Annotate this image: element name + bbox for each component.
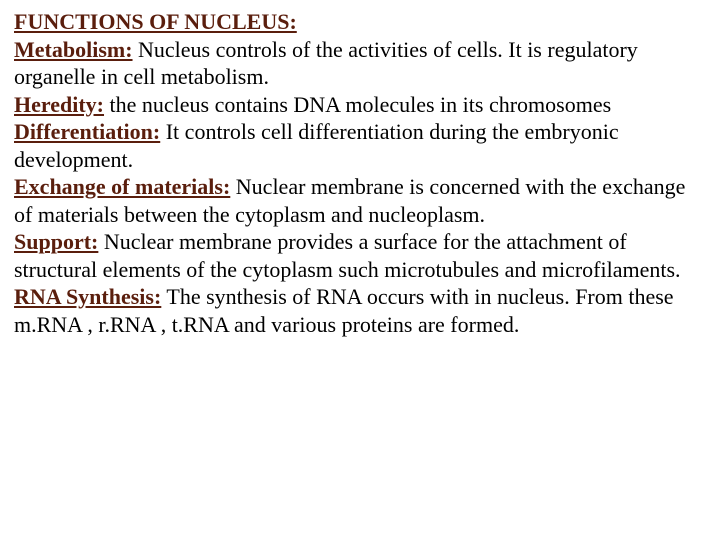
item-heredity: Heredity: the nucleus contains DNA molec… [14,91,706,119]
item-rna-synthesis: RNA Synthesis: The synthesis of RNA occu… [14,283,706,338]
page-title: FUNCTIONS OF NUCLEUS: [14,9,297,34]
item-differentiation: Differentiation: It controls cell differ… [14,118,706,173]
item-text: the nucleus contains DNA molecules in it… [104,92,611,117]
item-text: Nuclear membrane provides a surface for … [14,229,681,282]
item-exchange: Exchange of materials: Nuclear membrane … [14,173,706,228]
item-label: Heredity: [14,92,104,117]
item-label: Exchange of materials: [14,174,230,199]
item-support: Support: Nuclear membrane provides a sur… [14,228,706,283]
item-label: RNA Synthesis: [14,284,161,309]
title-line: FUNCTIONS OF NUCLEUS: [14,8,706,36]
item-metabolism: Metabolism: Nucleus controls of the acti… [14,36,706,91]
item-label: Metabolism: [14,37,133,62]
document-page: FUNCTIONS OF NUCLEUS: Metabolism: Nucleu… [0,0,720,346]
item-label: Differentiation: [14,119,160,144]
item-label: Support: [14,229,98,254]
